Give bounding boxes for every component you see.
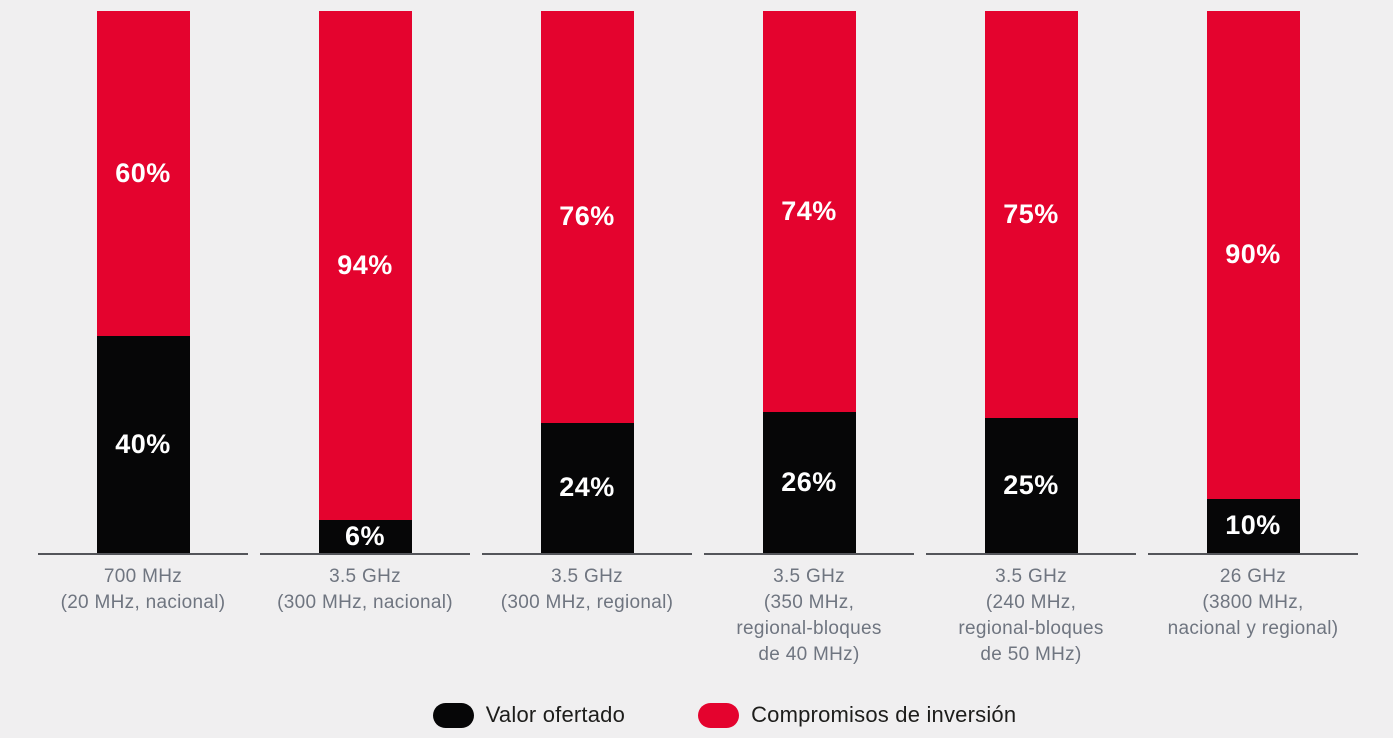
category-label-line: (20 MHz, nacional) bbox=[60, 592, 226, 613]
stacked-bar: 90% 10% bbox=[1206, 11, 1300, 553]
category-label: 3.5 GHz (300 MHz, nacional) bbox=[260, 564, 470, 616]
bar-value-label: 24% bbox=[559, 472, 615, 503]
chart-column-3-5-ghz-4: 75% 25% 3.5 GHz (240 MHz, regional-bloques de… bbox=[926, 11, 1136, 668]
bar-value-label: 26% bbox=[781, 467, 837, 498]
category-label: 3.5 GHz (240 MHz, regional-bloques de 50 MH… bbox=[926, 564, 1136, 668]
axis-baseline bbox=[926, 553, 1136, 555]
bar-value-label: 10% bbox=[1225, 510, 1281, 541]
bar-area: 90% 10% bbox=[1148, 11, 1358, 553]
category-label-line: 700 MHz bbox=[103, 566, 183, 587]
stacked-bar: 75% 25% bbox=[984, 11, 1078, 553]
bar-area: 76% 24% bbox=[482, 11, 692, 553]
category-label-line: 3.5 GHz bbox=[773, 566, 845, 587]
bar-value-label: 76% bbox=[559, 201, 615, 232]
bar-segment-compromisos-de-inversion: 75% bbox=[984, 11, 1078, 418]
bar-value-label: 75% bbox=[1003, 198, 1059, 229]
bar-segment-compromisos-de-inversion: 74% bbox=[762, 11, 856, 413]
chart-column-3-5-ghz-2: 76% 24% 3.5 GHz (300 MHz, regional) bbox=[482, 11, 692, 668]
bar-area: 94% 6% bbox=[260, 11, 470, 553]
axis-baseline bbox=[704, 553, 914, 555]
bar-segment-valor-ofertado: 10% bbox=[1206, 498, 1300, 553]
chart-column-3-5-ghz-1: 94% 6% 3.5 GHz (300 MHz, nacional) bbox=[260, 11, 470, 668]
axis-baseline bbox=[38, 553, 248, 555]
category-label-line: de 50 MHz) bbox=[980, 644, 1082, 665]
stacked-bar-chart: 60% 40% 700 MHz (20 MHz, nacional) 94% 6% 3.5 … bbox=[38, 11, 1358, 668]
legend-label: Compromisos de inversión bbox=[751, 702, 1017, 727]
stacked-bar: 60% 40% bbox=[96, 11, 190, 553]
category-label-line: regional-bloques bbox=[736, 618, 882, 639]
category-label-line: 3.5 GHz bbox=[995, 566, 1067, 587]
bar-segment-valor-ofertado: 25% bbox=[984, 417, 1078, 553]
stacked-bar: 74% 26% bbox=[762, 11, 856, 553]
category-label: 26 GHz (3800 MHz, nacional y regional) bbox=[1148, 564, 1358, 642]
category-label-line: (350 MHz, bbox=[763, 592, 855, 613]
bar-value-label: 60% bbox=[115, 158, 171, 189]
bar-segment-valor-ofertado: 24% bbox=[540, 422, 634, 553]
category-label-line: 3.5 GHz bbox=[329, 566, 401, 587]
category-label: 3.5 GHz (300 MHz, regional) bbox=[482, 564, 692, 616]
category-label-line: regional-bloques bbox=[958, 618, 1104, 639]
bar-segment-valor-ofertado: 6% bbox=[318, 520, 412, 553]
bar-segment-compromisos-de-inversion: 90% bbox=[1206, 11, 1300, 499]
category-label-line: (240 MHz, bbox=[985, 592, 1077, 613]
category-label-line: 26 GHz bbox=[1219, 566, 1287, 587]
category-label-line: 3.5 GHz bbox=[551, 566, 623, 587]
category-label-line: (300 MHz, nacional) bbox=[277, 592, 453, 613]
stacked-bar: 94% 6% bbox=[318, 11, 412, 553]
legend-item-compromisos-de-inversion: Compromisos de inversión bbox=[698, 702, 1016, 728]
bar-value-label: 40% bbox=[115, 429, 171, 460]
category-label-line: (3800 MHz, bbox=[1202, 592, 1304, 613]
bar-area: 74% 26% bbox=[704, 11, 914, 553]
bar-segment-valor-ofertado: 40% bbox=[96, 336, 190, 553]
chart-column-700-mhz-0: 60% 40% 700 MHz (20 MHz, nacional) bbox=[38, 11, 248, 668]
bar-segment-compromisos-de-inversion: 76% bbox=[540, 11, 634, 423]
bar-value-label: 6% bbox=[344, 521, 386, 552]
stacked-bar: 76% 24% bbox=[540, 11, 634, 553]
bar-area: 60% 40% bbox=[38, 11, 248, 553]
legend-label: Valor ofertado bbox=[485, 702, 626, 727]
chart-legend: Valor ofertado Compromisos de inversión bbox=[28, 702, 1393, 728]
category-label-line: de 40 MHz) bbox=[758, 644, 860, 665]
legend-swatch-valor-ofertado bbox=[432, 702, 474, 728]
category-label: 3.5 GHz (350 MHz, regional-bloques de 40 MH… bbox=[704, 564, 914, 668]
bar-area: 75% 25% bbox=[926, 11, 1136, 553]
category-label-line: nacional y regional) bbox=[1167, 618, 1339, 639]
bar-segment-compromisos-de-inversion: 60% bbox=[96, 11, 190, 337]
bar-value-label: 74% bbox=[781, 196, 837, 227]
bar-segment-compromisos-de-inversion: 94% bbox=[318, 11, 412, 521]
chart-column-26-ghz-5: 90% 10% 26 GHz (3800 MHz, nacional y regiona… bbox=[1148, 11, 1358, 668]
axis-baseline bbox=[1148, 553, 1358, 555]
bar-value-label: 25% bbox=[1003, 469, 1059, 500]
category-label: 700 MHz (20 MHz, nacional) bbox=[38, 564, 248, 616]
legend-swatch-compromisos-de-inversion bbox=[698, 702, 740, 728]
bar-value-label: 90% bbox=[1225, 239, 1281, 270]
bar-segment-valor-ofertado: 26% bbox=[762, 412, 856, 553]
axis-baseline bbox=[482, 553, 692, 555]
chart-column-3-5-ghz-3: 74% 26% 3.5 GHz (350 MHz, regional-bloques de… bbox=[704, 11, 914, 668]
legend-item-valor-ofertado: Valor ofertado bbox=[432, 702, 626, 728]
bar-value-label: 94% bbox=[337, 250, 393, 281]
category-label-line: (300 MHz, regional) bbox=[500, 592, 674, 613]
axis-baseline bbox=[260, 553, 470, 555]
